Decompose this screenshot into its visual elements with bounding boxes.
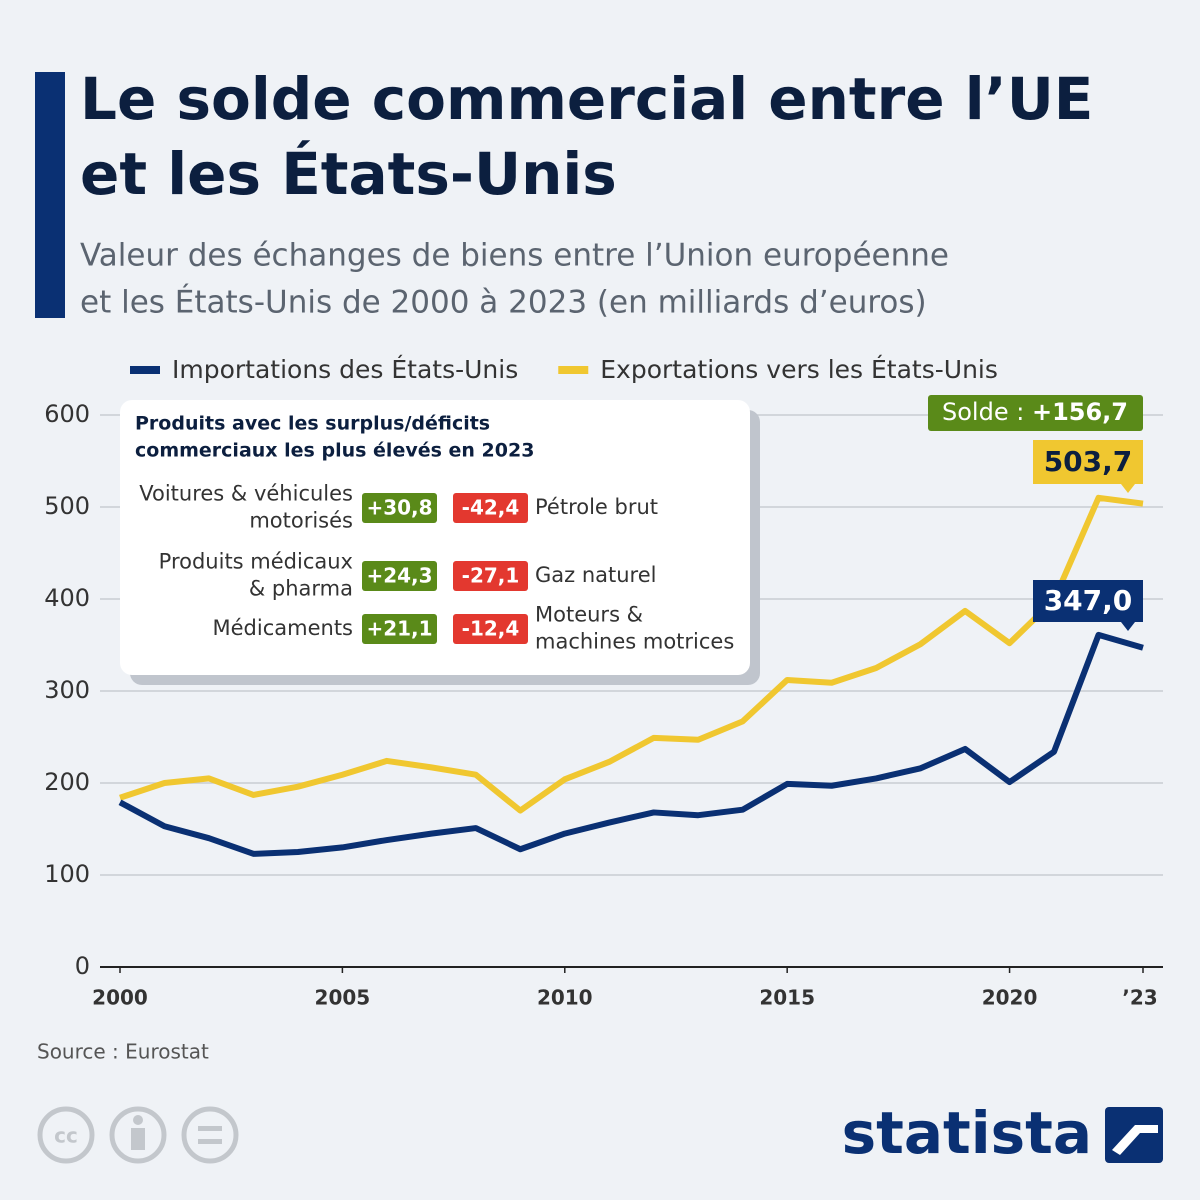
inset-left: Produits médicaux [159, 550, 353, 574]
deficit-value: -12,4 [462, 617, 520, 641]
value-label-box [1033, 580, 1143, 631]
y-tick-label: 400 [44, 584, 90, 612]
svg-text:cc: cc [54, 1124, 78, 1148]
annotation-value: +156,7 [1032, 398, 1128, 426]
deficit-box [453, 614, 528, 644]
x-tick-label: ’23 [1122, 986, 1157, 1010]
surplus-value: +24,3 [366, 564, 432, 588]
brand: statista [842, 1099, 1092, 1167]
x-tick-label: 2020 [982, 986, 1038, 1010]
surplus-box [362, 493, 437, 523]
chart-subtitle: et les États-Unis de 2000 à 2023 (en mil… [80, 285, 927, 321]
source: Source : Eurostat [37, 1040, 209, 1064]
statista-logo [1105, 1107, 1163, 1163]
inset-right: machines motrices [535, 630, 734, 654]
inset-title: Produits avec les surplus/déficits [135, 413, 490, 435]
inset-left: Médicaments [213, 616, 353, 640]
chart-subtitle: Valeur des échanges de biens entre l’Uni… [80, 238, 949, 274]
inset-box [120, 400, 750, 675]
surplus-box [362, 614, 437, 644]
x-tick-label: 2015 [759, 986, 815, 1010]
surplus-value: +30,8 [366, 496, 432, 520]
legend-label: Exportations vers les États-Unis [600, 355, 998, 384]
chart-title: Le solde commercial entre l’UE [80, 65, 1093, 133]
surplus-box [362, 561, 437, 591]
inset-right: Pétrole brut [535, 495, 658, 519]
deficit-value: -42,4 [462, 496, 520, 520]
annotation-prefix: Solde : [942, 398, 1024, 426]
legend-swatch [130, 366, 160, 374]
line-series [119, 494, 1144, 814]
inset-right: Moteurs & [535, 603, 643, 627]
y-tick-label: 300 [44, 676, 90, 704]
legend-label: Importations des États-Unis [172, 355, 518, 384]
chart-title: et les États-Unis [80, 139, 617, 208]
value-label: 347,0 [1044, 584, 1133, 617]
annotation-box [928, 395, 1143, 431]
inset-left: & pharma [249, 577, 353, 601]
y-tick-label: 200 [44, 768, 90, 796]
x-tick-label: 2000 [92, 986, 148, 1010]
cc-icons: cc [37, 1106, 239, 1164]
inset-left: Voitures & véhicules [139, 482, 353, 506]
deficit-box [453, 561, 528, 591]
deficit-box [453, 493, 528, 523]
surplus-value: +21,1 [366, 617, 432, 641]
line-series [118, 631, 1144, 857]
y-tick-label: 0 [75, 952, 90, 980]
inset-left: motorisés [249, 509, 353, 533]
inset-right: Gaz naturel [535, 563, 657, 587]
legend-swatch [558, 366, 589, 374]
deficit-value: -27,1 [462, 564, 520, 588]
y-tick-label: 100 [44, 860, 90, 888]
value-label: 503,7 [1044, 445, 1133, 478]
y-tick-label: 500 [44, 492, 90, 520]
y-tick-label: 600 [44, 400, 90, 428]
annotation: Solde : +156,7 [942, 398, 1128, 426]
x-tick-label: 2005 [315, 986, 371, 1010]
title-bar [35, 72, 65, 318]
x-tick-label: 2010 [537, 986, 593, 1010]
inset-title: commerciaux les plus élevés en 2023 [135, 440, 534, 462]
value-label-box [1033, 440, 1143, 493]
